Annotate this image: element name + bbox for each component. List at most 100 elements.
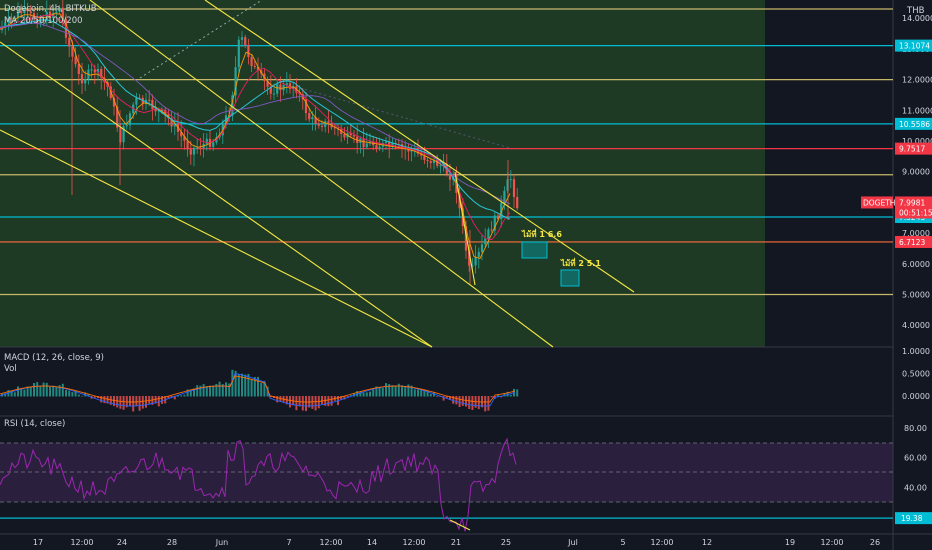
target-box-2 <box>560 269 580 287</box>
macd-bar <box>314 396 317 411</box>
macd-bar <box>375 386 378 397</box>
candle-body <box>154 109 157 112</box>
macd-bar <box>221 384 224 397</box>
candle-body <box>10 18 13 20</box>
macd-bar <box>218 381 221 397</box>
macd-bar <box>311 396 314 409</box>
candle-body <box>39 20 42 24</box>
candle-body <box>416 149 420 154</box>
macd-bar <box>413 389 416 397</box>
macd-bar <box>394 386 397 397</box>
macd-bar <box>362 392 365 397</box>
time-tick: Jun <box>215 538 229 547</box>
macd-bar <box>129 396 131 406</box>
candle-body <box>186 140 189 150</box>
time-tick: 12:00 <box>70 538 93 547</box>
candle-body <box>509 179 512 181</box>
candle-body <box>266 80 269 87</box>
candle-body <box>333 127 336 129</box>
macd-bar <box>289 396 291 408</box>
macd-bar <box>423 390 426 397</box>
candle-body <box>384 141 388 143</box>
candle-body <box>36 19 39 24</box>
macd-bar <box>452 396 455 404</box>
macd-bar <box>202 384 205 397</box>
price-tick: 5.0000 <box>902 291 930 300</box>
candle-body <box>7 18 10 23</box>
macd-bar <box>317 396 320 409</box>
macd-bar <box>330 396 333 406</box>
candle-body <box>68 37 71 47</box>
macd-bar <box>68 390 71 397</box>
macd-bar <box>100 396 103 403</box>
candle-body <box>61 7 64 19</box>
macd-bar <box>173 396 176 400</box>
candle-body <box>388 141 391 147</box>
price-label-bg <box>895 142 932 155</box>
candle-body <box>135 97 138 105</box>
candle-body <box>138 97 141 99</box>
macd-bar <box>455 396 458 405</box>
candle-body <box>378 146 381 149</box>
rsi-tick: 40.00 <box>904 483 927 492</box>
macd-tick: 0.0000 <box>902 392 930 401</box>
macd-bar <box>170 396 173 398</box>
candle-body <box>477 251 480 257</box>
rsi-line <box>0 437 517 532</box>
candle-body <box>362 138 365 148</box>
macd-bar <box>250 379 253 397</box>
price-tick: 14.0000 <box>902 14 932 23</box>
trendline-drawings[interactable] <box>0 0 635 348</box>
candle-body <box>4 22 7 29</box>
macd-bar <box>244 374 247 397</box>
macd-bar <box>276 396 279 403</box>
macd-bar <box>193 388 195 397</box>
candle-body <box>125 125 128 127</box>
candle-body <box>58 7 61 12</box>
channel-trendline <box>89 0 554 348</box>
macd-bar <box>87 393 90 397</box>
candle-body <box>90 69 93 71</box>
macd-bar <box>388 384 391 397</box>
candle-body <box>490 229 493 231</box>
macd-bar <box>372 389 375 397</box>
macd-bar <box>148 396 151 404</box>
candle-body <box>314 117 317 124</box>
target-1-label: ไม้ที่ 1 6.6 <box>521 228 562 239</box>
candle-body <box>500 203 503 219</box>
candle-body <box>180 131 183 137</box>
time-tick: 14 <box>367 538 377 547</box>
channel-trendline <box>0 129 433 348</box>
time-tick: 12:00 <box>820 538 843 547</box>
future-area <box>765 0 893 347</box>
candle-body <box>496 215 500 219</box>
dotted-trendline <box>299 87 511 149</box>
macd-bar <box>55 386 58 397</box>
candle-body <box>173 123 176 127</box>
macd-bar <box>305 396 307 412</box>
candle-body <box>365 143 368 148</box>
time-tick: 21 <box>451 538 461 547</box>
candle-body <box>487 229 490 239</box>
candle-body <box>324 121 327 127</box>
candle-body <box>471 265 474 267</box>
macd-bar <box>263 380 266 397</box>
macd-bar <box>71 392 74 397</box>
macd-bar <box>209 385 211 397</box>
candle-body <box>112 97 116 107</box>
macd-bar <box>397 383 400 397</box>
macd-bar <box>151 396 154 405</box>
current-symbol: DOGETHB <box>863 198 901 207</box>
time-tick: 12 <box>702 538 712 547</box>
macd-bar <box>161 396 163 404</box>
price-tick: 6.0000 <box>902 260 930 269</box>
macd-bar <box>119 396 122 409</box>
macd-bar <box>365 392 368 397</box>
rsi-tick: 60.00 <box>904 454 927 463</box>
macd-bar <box>436 396 439 397</box>
time-tick: 17 <box>33 538 43 547</box>
candle-body <box>64 18 68 38</box>
macd-bar <box>503 392 506 397</box>
macd-bar <box>109 396 112 405</box>
